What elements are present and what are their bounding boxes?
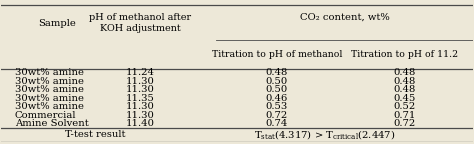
- Text: 0.71: 0.71: [393, 111, 416, 120]
- Text: 0.48: 0.48: [393, 85, 416, 94]
- Text: 0.52: 0.52: [393, 102, 416, 111]
- Text: 0.74: 0.74: [266, 119, 288, 128]
- Text: 30wt% amine: 30wt% amine: [15, 77, 84, 86]
- Text: 0.48: 0.48: [266, 68, 288, 77]
- Text: 30wt% amine: 30wt% amine: [15, 68, 84, 77]
- Text: T-test result: T-test result: [65, 130, 126, 140]
- Text: 0.53: 0.53: [266, 102, 288, 111]
- Text: 0.48: 0.48: [393, 77, 416, 86]
- Text: 0.46: 0.46: [266, 94, 288, 103]
- Text: 11.24: 11.24: [126, 68, 155, 77]
- Text: pH of methanol after
KOH adjustment: pH of methanol after KOH adjustment: [89, 13, 191, 33]
- Text: 0.72: 0.72: [266, 111, 288, 120]
- Text: 11.35: 11.35: [126, 94, 155, 103]
- Text: Titration to pH of 11.2: Titration to pH of 11.2: [351, 50, 458, 59]
- Text: 30wt% amine: 30wt% amine: [15, 94, 84, 103]
- Text: Titration to pH of methanol: Titration to pH of methanol: [212, 50, 342, 59]
- Text: 30wt% amine: 30wt% amine: [15, 102, 84, 111]
- Text: 11.30: 11.30: [126, 111, 155, 120]
- Text: 30wt% amine: 30wt% amine: [15, 85, 84, 94]
- Text: 0.45: 0.45: [393, 94, 416, 103]
- Text: 11.30: 11.30: [126, 85, 155, 94]
- Text: 11.30: 11.30: [126, 102, 155, 111]
- Text: CO₂ content, wt%: CO₂ content, wt%: [300, 13, 390, 22]
- Text: 0.50: 0.50: [266, 85, 288, 94]
- Text: 0.72: 0.72: [393, 119, 416, 128]
- Text: Sample: Sample: [38, 19, 76, 28]
- Text: Commercial: Commercial: [15, 111, 76, 120]
- Text: T$_{\mathregular{stat}}$(4.317) > T$_{\mathregular{critical}}$(2.447): T$_{\mathregular{stat}}$(4.317) > T$_{\m…: [254, 128, 395, 142]
- Text: 0.48: 0.48: [393, 68, 416, 77]
- Text: 11.30: 11.30: [126, 77, 155, 86]
- Text: 11.40: 11.40: [126, 119, 155, 128]
- Text: 0.50: 0.50: [266, 77, 288, 86]
- Text: Amine Solvent: Amine Solvent: [15, 119, 89, 128]
